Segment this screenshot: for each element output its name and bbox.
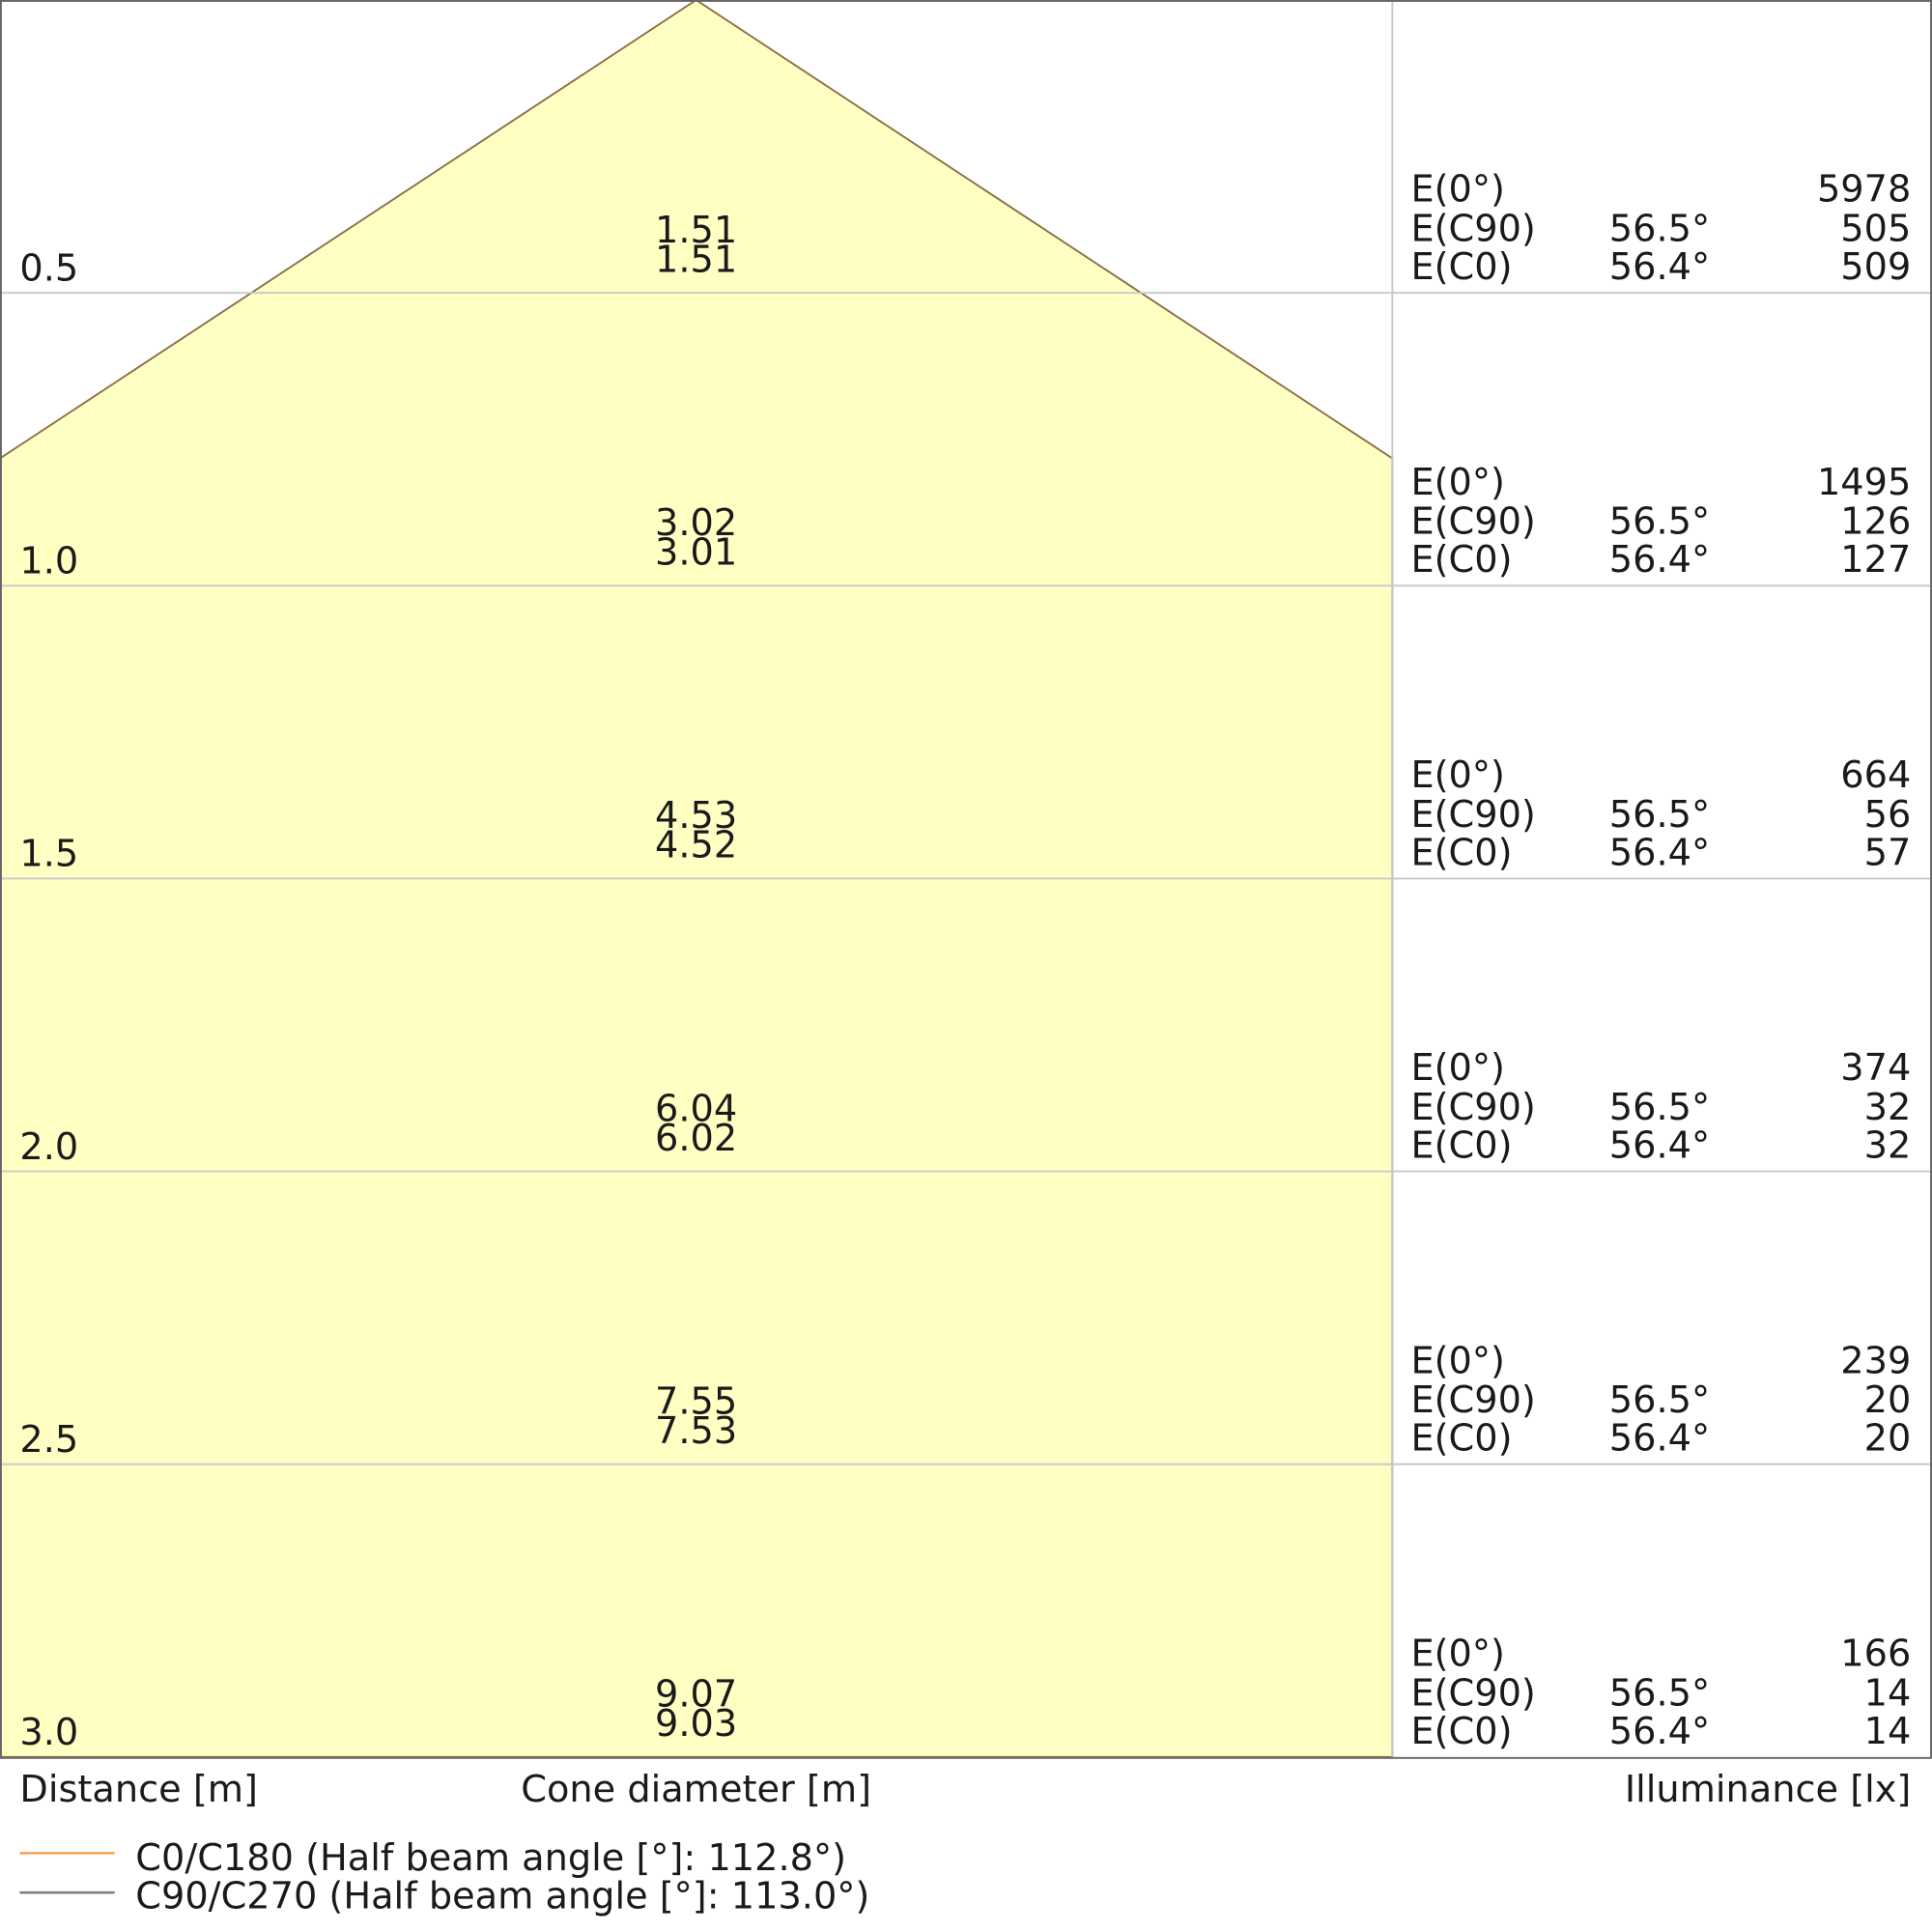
angle-c90: 56.5° — [1609, 1671, 1710, 1715]
e0-value: 239 — [1840, 1339, 1911, 1382]
e-c0-value: 20 — [1864, 1417, 1912, 1461]
e0-label: E(0°) — [1410, 1046, 1504, 1090]
e-c90-value: 56 — [1864, 793, 1912, 837]
distance-tick-label: 0.5 — [19, 246, 78, 290]
cone-diameter-c0: 7.55 — [655, 1379, 737, 1423]
e0-label: E(0°) — [1410, 1632, 1504, 1675]
e-c90-value: 20 — [1864, 1378, 1912, 1422]
cone-diameter-c0: 1.51 — [655, 209, 737, 252]
angle-c0: 56.4° — [1609, 1417, 1710, 1461]
e0-label: E(0°) — [1410, 168, 1504, 212]
cone-diameter-c0: 3.02 — [655, 501, 737, 545]
cone-diameter-c90: 4.52 — [655, 824, 737, 867]
e-c90-label: E(C90) — [1410, 500, 1535, 544]
cone-diameter-c0: 6.04 — [655, 1087, 737, 1130]
e-c90-label: E(C90) — [1410, 208, 1535, 251]
e-c90-value: 14 — [1864, 1671, 1912, 1715]
e-c0-label: E(C0) — [1410, 1124, 1512, 1168]
e-c90-value: 505 — [1840, 208, 1911, 251]
distance-tick-label: 3.0 — [19, 1711, 78, 1754]
angle-c0: 56.4° — [1609, 538, 1710, 582]
e0-label: E(0°) — [1410, 461, 1504, 504]
e-c0-value: 509 — [1840, 245, 1911, 289]
e0-value: 664 — [1840, 753, 1911, 797]
cone-diameter-c0: 9.07 — [655, 1673, 737, 1717]
cone-diameter-c90: 3.01 — [655, 531, 737, 575]
distance-tick-label: 1.5 — [19, 833, 78, 876]
e0-value: 1495 — [1817, 461, 1911, 504]
e-c90-value: 126 — [1840, 500, 1911, 544]
angle-c90: 56.5° — [1609, 1086, 1710, 1129]
cone-diameter-c90: 1.51 — [655, 238, 737, 281]
cone-diameter-c90: 7.53 — [655, 1409, 737, 1453]
angle-c0: 56.4° — [1609, 1710, 1710, 1753]
e-c90-label: E(C90) — [1410, 793, 1535, 837]
cone-diameter-c0: 4.53 — [655, 794, 737, 838]
angle-c0: 56.4° — [1609, 1124, 1710, 1168]
e-c90-value: 32 — [1864, 1086, 1912, 1129]
e-c0-label: E(C0) — [1410, 538, 1512, 582]
e0-value: 5978 — [1817, 168, 1911, 212]
x-axis-label: Distance [m] — [19, 1768, 258, 1811]
chart-border — [0, 0, 1932, 1759]
e-c0-value: 14 — [1864, 1710, 1912, 1753]
angle-c90: 56.5° — [1609, 1378, 1710, 1422]
e-c90-label: E(C90) — [1410, 1378, 1535, 1422]
e0-label: E(0°) — [1410, 1339, 1504, 1382]
distance-tick-label: 2.0 — [19, 1125, 78, 1169]
e-c0-value: 127 — [1840, 538, 1911, 582]
angle-c90: 56.5° — [1609, 500, 1710, 544]
e-c0-label: E(C0) — [1410, 831, 1512, 874]
angle-c0: 56.4° — [1609, 831, 1710, 874]
distance-tick-label: 1.0 — [19, 540, 78, 583]
e0-label: E(0°) — [1410, 753, 1504, 797]
e-c90-label: E(C90) — [1410, 1086, 1535, 1129]
legend-c0-label: C0/C180 (Half beam angle [°]: 112.8°) — [135, 1836, 846, 1880]
e0-value: 374 — [1840, 1046, 1911, 1090]
e-c0-value: 57 — [1864, 831, 1912, 874]
angle-c90: 56.5° — [1609, 208, 1710, 251]
angle-c90: 56.5° — [1609, 793, 1710, 837]
cone-diameter-label: Cone diameter [m] — [521, 1768, 871, 1811]
e0-value: 166 — [1840, 1632, 1911, 1675]
distance-tick-label: 2.5 — [19, 1418, 78, 1462]
angle-c0: 56.4° — [1609, 245, 1710, 289]
e-c90-label: E(C90) — [1410, 1671, 1535, 1715]
legend-c90-label: C90/C270 (Half beam angle [°]: 113.0°) — [135, 1875, 869, 1918]
cone-diameter-c90: 9.03 — [655, 1702, 737, 1746]
e-c0-label: E(C0) — [1410, 1417, 1512, 1461]
e-c0-label: E(C0) — [1410, 1710, 1512, 1753]
e-c0-value: 32 — [1864, 1124, 1912, 1168]
e-c0-label: E(C0) — [1410, 245, 1512, 289]
illuminance-label: Illuminance [lx] — [1625, 1768, 1911, 1811]
cone-diameter-c90: 6.02 — [655, 1117, 737, 1160]
